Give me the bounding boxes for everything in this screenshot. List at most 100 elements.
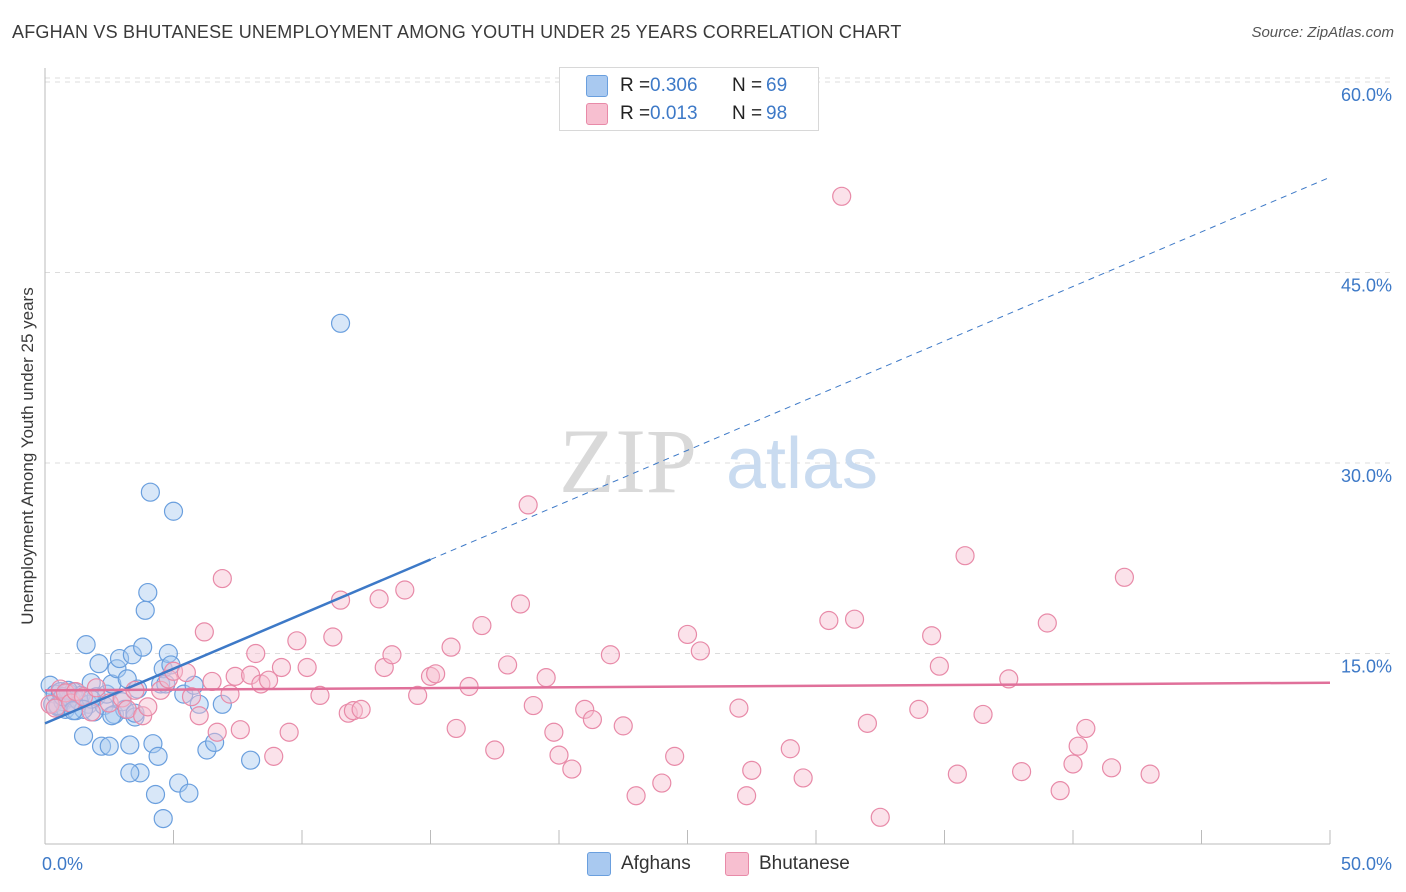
bhutanese-point <box>459 676 479 697</box>
bhutanese-point <box>181 687 202 707</box>
legend-item-bhutanese[interactable]: Bhutanese <box>725 852 850 876</box>
afghans-point <box>122 645 142 665</box>
bhutanese-point <box>613 716 633 736</box>
bhutanese-point <box>523 695 543 716</box>
bhutanese-point <box>518 495 538 515</box>
afghans-point <box>89 654 109 674</box>
bhutanese-point <box>138 697 158 717</box>
bhutanese-point <box>45 698 65 718</box>
bhutanese-point <box>441 637 461 657</box>
bhutanese-point <box>909 699 929 719</box>
afghans-trend-extension <box>430 176 1331 560</box>
bhutanese-point <box>485 740 505 760</box>
bhutanese-point <box>1011 762 1032 782</box>
afghans-point <box>120 763 140 783</box>
afghans-point <box>140 482 160 502</box>
bhutanese-trend-line <box>44 681 1331 692</box>
bhutanese-point <box>133 706 153 726</box>
bhutanese-point <box>1114 567 1135 587</box>
bhutanese-point <box>1068 736 1088 756</box>
bhutanese-point <box>690 641 710 661</box>
bhutanese-point <box>271 657 292 678</box>
bhutanese-point <box>844 609 865 629</box>
bhutanese-point <box>955 546 975 566</box>
watermark-zip: ZIP <box>559 410 697 512</box>
bhutanese-point <box>819 610 839 631</box>
bhutanese-point <box>793 768 813 788</box>
afghans-point <box>143 734 163 754</box>
bhutanese-point <box>1050 781 1070 801</box>
bhutanese-point <box>544 722 564 742</box>
bhutanese-point <box>652 773 672 793</box>
bhutanese-point <box>729 698 749 718</box>
bhutanese-swatch <box>586 103 608 125</box>
y-tick-label: 30.0% <box>1341 466 1392 486</box>
bhutanese-point <box>287 631 307 651</box>
bhutanese-point <box>220 684 240 704</box>
bhutanese-point <box>1037 613 1057 633</box>
legend-item-afghans[interactable]: Afghans <box>587 852 691 876</box>
bhutanese-point <box>1076 718 1096 739</box>
afghans-point <box>189 694 209 714</box>
afghans-point <box>73 726 94 746</box>
afghans-point <box>169 773 189 793</box>
afghans-point <box>179 783 199 803</box>
afghans-point <box>145 784 166 805</box>
afghans-point <box>197 740 217 760</box>
bhutanese-point <box>279 722 299 742</box>
bhutanese-point <box>86 678 107 698</box>
bhutanese-point <box>351 699 371 719</box>
afghans-point <box>135 600 155 620</box>
bhutanese-point <box>194 622 214 642</box>
bhutanese-point <box>55 683 76 703</box>
afghans-point <box>138 582 158 603</box>
bhutanese-point <box>549 745 569 765</box>
chart-title: AFGHAN VS BHUTANESE UNEMPLOYMENT AMONG Y… <box>12 22 902 42</box>
axes <box>44 68 1331 845</box>
bhutanese-point <box>395 580 415 600</box>
y-tick-label: 15.0% <box>1341 657 1392 677</box>
afghans-point <box>76 635 96 655</box>
bhutanese-point <box>737 786 757 806</box>
y-tick-label: 60.0% <box>1341 85 1392 105</box>
bhutanese-point <box>922 626 942 646</box>
trend-lines <box>44 176 1331 725</box>
r-label: R = <box>620 103 651 124</box>
bhutanese-point <box>857 713 878 733</box>
bhutanese-point <box>297 657 317 678</box>
bhutanese-point <box>264 746 284 766</box>
bhutanese-point <box>575 699 595 719</box>
afghans-points <box>40 313 351 829</box>
n-value: 98 <box>766 103 788 124</box>
bhutanese-point <box>665 746 685 766</box>
afghans-swatch <box>587 852 611 876</box>
bhutanese-point <box>40 694 60 714</box>
r-label: R = <box>620 75 651 96</box>
bhutanese-point <box>536 668 556 688</box>
bhutanese-point <box>510 594 531 614</box>
afghans-point <box>158 643 178 664</box>
legend-label-afghans: Afghans <box>621 853 691 874</box>
bhutanese-point <box>973 704 993 725</box>
bhutanese-point <box>343 701 363 721</box>
gridlines <box>45 77 1392 654</box>
bhutanese-point <box>323 627 343 647</box>
r-value: 0.013 <box>650 103 698 124</box>
bhutanese-point <box>207 722 227 742</box>
bhutanese-point <box>742 760 762 780</box>
bhutanese-point <box>225 666 245 686</box>
bhutanese-point <box>369 589 389 609</box>
afghans-point <box>120 735 140 755</box>
bhutanese-point <box>338 703 358 723</box>
bhutanese-point <box>420 666 441 686</box>
bhutanese-point <box>929 656 949 676</box>
bhutanese-point <box>246 643 266 664</box>
n-value: 69 <box>766 75 788 96</box>
afghans-swatch <box>586 75 608 97</box>
afghans-point <box>153 808 173 829</box>
n-label: N = <box>732 75 763 96</box>
tick-labels: 15.0% 30.0% 45.0% 60.0% 0.0% 50.0% <box>42 85 1392 874</box>
bhutanese-point <box>600 645 621 665</box>
source-label: Source: ZipAtlas.com <box>1251 24 1394 41</box>
afghans-point <box>130 763 150 783</box>
